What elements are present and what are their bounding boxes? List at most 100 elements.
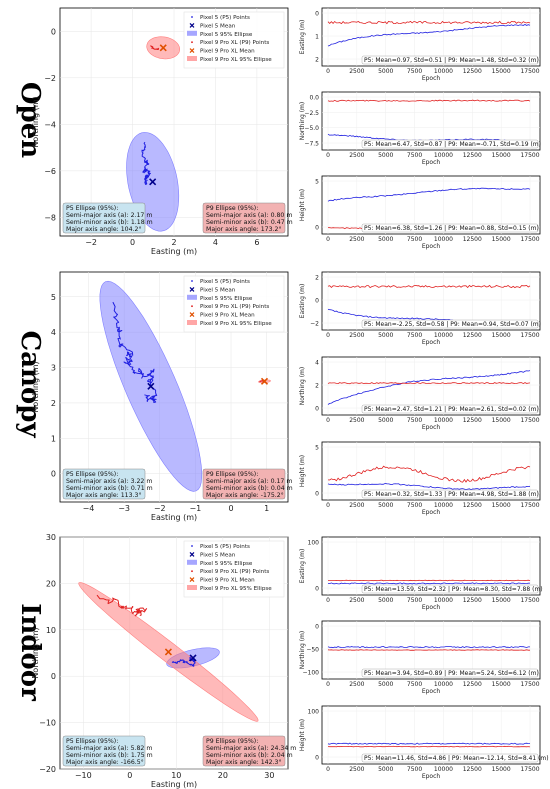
y-axis-label: Northing (m) [299, 367, 306, 406]
scatter-panel-canopy: −4 −3 −2 −1 0 1 0 1 2 3 4 5 Easting (m) Northing (m) P… [31, 271, 293, 522]
y-tick-label: 100 [308, 709, 320, 716]
p5-series [327, 187, 531, 202]
epoch-tick-label: 5000 [378, 597, 393, 604]
legend-box [183, 11, 285, 69]
epoch-tick-label: 12500 [463, 597, 482, 604]
p9-info-box [202, 735, 286, 767]
x-tick-label: 1 [264, 504, 269, 513]
x-tick-label: 0 [127, 771, 132, 780]
p5-info-box-line: P5 Ellipse (95%): [66, 738, 118, 745]
p9-info-box-line: Semi-major axis (a): 24.34 m [206, 745, 296, 752]
y-tick-label: 20 [46, 579, 56, 588]
legend-swatch [189, 577, 195, 583]
p5-info-box [62, 735, 146, 767]
p9-info-box-line: Major axis angle: -175.2° [206, 491, 284, 499]
y-tick-label: 0 [315, 298, 319, 305]
epoch-tick-label: 15000 [492, 152, 511, 159]
legend-label: Pixel 9 Pro XL 95% Ellipse [200, 57, 272, 63]
p9-points [96, 594, 148, 617]
epoch-tick-label: 15000 [492, 68, 511, 75]
x-tick-label: −3 [118, 504, 130, 513]
stats-box [361, 139, 539, 149]
p9-series [327, 465, 531, 483]
p9-info-box [202, 202, 286, 234]
y-tick-label: 100 [308, 540, 320, 547]
legend-swatch [189, 551, 195, 557]
p9-series [327, 579, 531, 582]
y-tick-label: 0 [315, 11, 319, 18]
stats-box [361, 55, 539, 65]
x-tick-label: 20 [218, 771, 228, 780]
y-tick-label: 0 [315, 586, 319, 593]
x-tick-label: 6 [254, 238, 259, 247]
p5-series [328, 582, 531, 585]
y-tick-label: 2 [51, 399, 56, 408]
stats-box [361, 668, 539, 678]
x-tick-label: 30 [264, 771, 274, 780]
x-tick-label: 10 [171, 771, 181, 780]
epoch-tick-label: 0 [326, 597, 330, 604]
legend-swatch [189, 22, 195, 28]
legend-label: Pixel 9 Pro XL 95% Ellipse [200, 321, 272, 327]
legend-box [183, 540, 285, 598]
p5-mean-marker [189, 654, 197, 662]
x-tick-label: −1 [189, 504, 201, 513]
p9-info-box-line: Major axis angle: 142.3° [206, 758, 282, 766]
epoch-tick-label: 15000 [492, 332, 511, 339]
epoch-tick-label: 0 [326, 766, 330, 773]
p9-info-box-line: P9 Ellipse (95%): [206, 205, 258, 212]
stats-box [361, 319, 539, 329]
y-tick-label: −50 [306, 647, 319, 654]
y-tick-label: 10 [46, 626, 56, 635]
legend-swatch [189, 312, 195, 318]
p5-series [327, 742, 531, 745]
timeseries-panel-0: 0 2500 5000 7500 10000 12500 15000 17500 Epoch 0 1… [299, 7, 541, 82]
p5-info-box-line: Major axis angle: -166.5° [66, 758, 144, 766]
legend-label: Pixel 5 (P5) Points [200, 279, 250, 285]
x-axis-label: Epoch [422, 243, 441, 250]
epoch-tick-label: 2500 [349, 681, 364, 688]
y-axis-label: Northing (m) [31, 96, 40, 147]
epoch-tick-label: 17500 [520, 597, 539, 604]
stats-text: P5: Mean=2.47, Std=1.21 | P9: Mean=2.61,… [364, 406, 539, 413]
y-tick-label: −100 [303, 670, 320, 677]
x-tick-label: 0 [228, 504, 233, 513]
p5-info-box-line: Semi-major axis (a): 3.22 m [66, 478, 152, 485]
p5-points [141, 141, 151, 185]
legend-label: Pixel 9 Pro XL (P9) Points [200, 569, 269, 575]
epoch-tick-label: 5000 [378, 68, 393, 75]
p9-series [327, 649, 530, 651]
epoch-tick-label: 15000 [492, 236, 511, 243]
legend-swatch [191, 545, 193, 547]
x-tick-label: 2 [171, 238, 176, 247]
epoch-tick-label: 17500 [520, 766, 539, 773]
timeseries-panel-8: 0 2500 5000 7500 10000 12500 15000 17500 Epoch 10… [299, 705, 549, 780]
legend-label: Pixel 5 (P5) Points [200, 15, 250, 21]
x-tick-label: −10 [75, 771, 92, 780]
legend-box [183, 275, 285, 333]
p5-series [327, 370, 531, 405]
epoch-tick-label: 2500 [349, 766, 364, 773]
x-axis-label: Epoch [422, 159, 441, 166]
legend-label: Pixel 5 95% Ellipse [200, 561, 253, 567]
p9-series [327, 382, 531, 385]
epoch-tick-label: 7500 [407, 597, 422, 604]
p5-info-box-line: Major axis angle: 113.3° [66, 491, 142, 499]
p5-info-box-line: Semi-minor axis (b): 0.71 m [66, 485, 153, 492]
timeseries-panel-2: 0 2500 5000 7500 10000 12500 15000 17500 Epoch 5 0… [299, 175, 541, 250]
y-tick-label: 0 [51, 470, 56, 479]
y-axis-label: Easting (m) [299, 284, 306, 319]
epoch-tick-label: 7500 [407, 68, 422, 75]
epoch-tick-label: 7500 [407, 236, 422, 243]
y-tick-label: −5.0 [304, 125, 319, 132]
epoch-tick-label: 10000 [434, 766, 453, 773]
epoch-tick-label: 2500 [349, 68, 364, 75]
p5-info-box-line: Semi-minor axis (b): 1.75 m [66, 752, 153, 759]
y-tick-label: 0 [315, 755, 319, 762]
epoch-tick-label: 7500 [407, 681, 422, 688]
p9-info-box-line: Major axis angle: 173.2° [206, 225, 282, 233]
legend-label: Pixel 5 Mean [200, 552, 236, 558]
timeseries-panel-3: 0 2500 5000 7500 10000 12500 15000 17500 Epoch 2 0… [299, 271, 541, 346]
